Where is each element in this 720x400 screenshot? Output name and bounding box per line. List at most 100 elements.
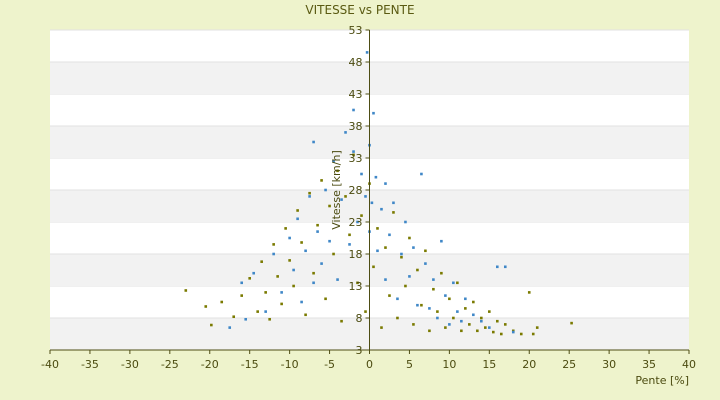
data-point [440,239,443,243]
data-point [464,307,467,310]
x-axis-ticks: -40 -35 -30 -25 -20 -15 -10 -5 0 5 10 15 20 25 30 35 40 [41,350,696,371]
data-point [380,207,383,211]
data-point [300,241,303,244]
data-point [210,323,213,327]
x-tick-label: -25 [161,358,179,371]
data-point [348,243,351,246]
data-point [340,319,343,323]
data-point [344,195,347,198]
data-point [296,217,299,221]
data-point [360,172,363,176]
data-point [480,319,483,323]
data-point [370,201,374,205]
data-point [364,310,367,313]
data-point [276,275,279,278]
data-point [408,236,411,240]
y-tick-label: 38 [349,120,363,133]
data-point [527,291,531,294]
data-point [428,329,431,333]
x-tick-label: -10 [281,358,299,371]
data-point [292,268,295,272]
data-point [396,316,399,320]
data-point [392,211,395,214]
data-point [436,316,439,320]
data-point [264,310,267,313]
data-point [444,294,447,297]
data-point [352,153,355,157]
data-point [496,265,499,269]
data-point [280,291,283,294]
y-tick-label: 18 [349,248,363,261]
data-point [392,201,395,205]
data-point [228,326,232,329]
data-point [272,243,275,246]
data-point [384,246,387,249]
x-tick-label: 15 [482,358,496,371]
data-point [424,249,427,253]
data-point [300,300,303,304]
data-point [304,249,307,253]
data-point [452,316,455,320]
data-point [464,297,467,301]
data-point [376,249,379,253]
data-point [400,255,403,259]
x-tick-label: 35 [642,358,656,371]
data-point [412,323,415,326]
data-point [372,111,375,115]
data-point [496,319,499,323]
data-point [308,195,311,198]
data-point [428,307,431,310]
data-point [404,284,407,288]
data-point [272,252,275,256]
data-point [340,198,343,201]
data-point [416,268,419,272]
data-point [204,305,208,308]
data-point [436,310,439,313]
y-tick-label: 48 [349,56,363,69]
data-point [408,275,411,278]
data-point [448,323,451,326]
data-point [412,246,415,249]
data-point [328,239,331,243]
x-tick-label: 10 [442,358,456,371]
data-point [356,281,359,285]
data-point [344,131,347,134]
data-point [499,332,503,336]
data-point [328,204,331,208]
data-point [404,220,407,224]
data-point [476,329,479,333]
data-point [292,284,295,288]
data-point [284,227,287,230]
data-point [535,326,539,329]
data-point [324,188,327,192]
y-tick-label: 23 [349,216,363,229]
data-point [400,252,403,256]
x-axis-title: Pente [%] [635,374,689,387]
data-point [460,319,463,323]
x-tick-label: -5 [324,358,335,371]
data-point [240,294,243,297]
data-point [488,310,491,313]
x-tick-label: -35 [81,358,99,371]
y-tick-label: 33 [349,152,363,165]
data-point [452,281,455,285]
x-tick-label: 20 [522,358,536,371]
data-point [308,191,311,195]
data-point [380,326,383,329]
x-tick-label: 40 [682,358,696,371]
data-point [424,262,427,265]
data-point [420,172,423,176]
x-tick-label: 0 [366,358,373,371]
y-tick-label: 28 [349,184,363,197]
data-point [256,310,259,313]
data-point [360,214,363,217]
data-point [320,262,323,265]
data-point [492,330,495,334]
data-point [296,209,299,212]
y-tick-label: 53 [349,24,363,37]
data-point [312,281,315,285]
data-point [316,223,319,227]
